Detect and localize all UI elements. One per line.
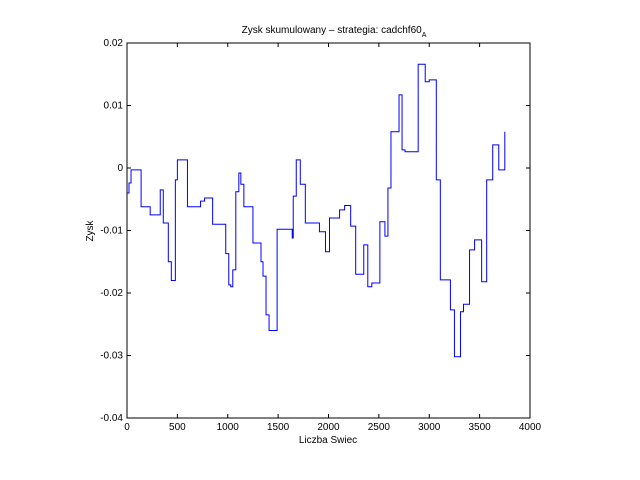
chart-title: Zysk skumulowany – strategia: cadchf60A — [242, 25, 427, 39]
y-tick-label: -0.02 — [100, 288, 123, 299]
data-line — [127, 63, 506, 358]
y-tick-label: -0.03 — [100, 351, 123, 362]
x-tick-label: 3000 — [418, 422, 441, 433]
x-tick-label: 2500 — [368, 422, 391, 433]
x-tick-label: 0 — [124, 422, 130, 433]
y-tick-label: 0.01 — [104, 101, 124, 112]
x-tick-label: 1000 — [217, 422, 240, 433]
x-tick-label: 1500 — [267, 422, 290, 433]
y-tick-label: 0 — [117, 163, 123, 174]
title-subscript: A — [422, 32, 427, 39]
y-tick-label: 0.02 — [104, 38, 124, 49]
y-axis-label: Zysk — [85, 219, 96, 241]
x-axis-label: Liczba Swiec — [299, 435, 357, 446]
x-tick-label: 4000 — [519, 422, 542, 433]
x-tick-label: 3500 — [469, 422, 492, 433]
y-tick-label: -0.01 — [100, 226, 123, 237]
x-tick-label: 2000 — [317, 422, 340, 433]
title-main: Zysk skumulowany – strategia: cadchf60 — [242, 25, 423, 36]
x-tick-label: 500 — [169, 422, 186, 433]
y-tick-label: -0.04 — [100, 413, 123, 424]
